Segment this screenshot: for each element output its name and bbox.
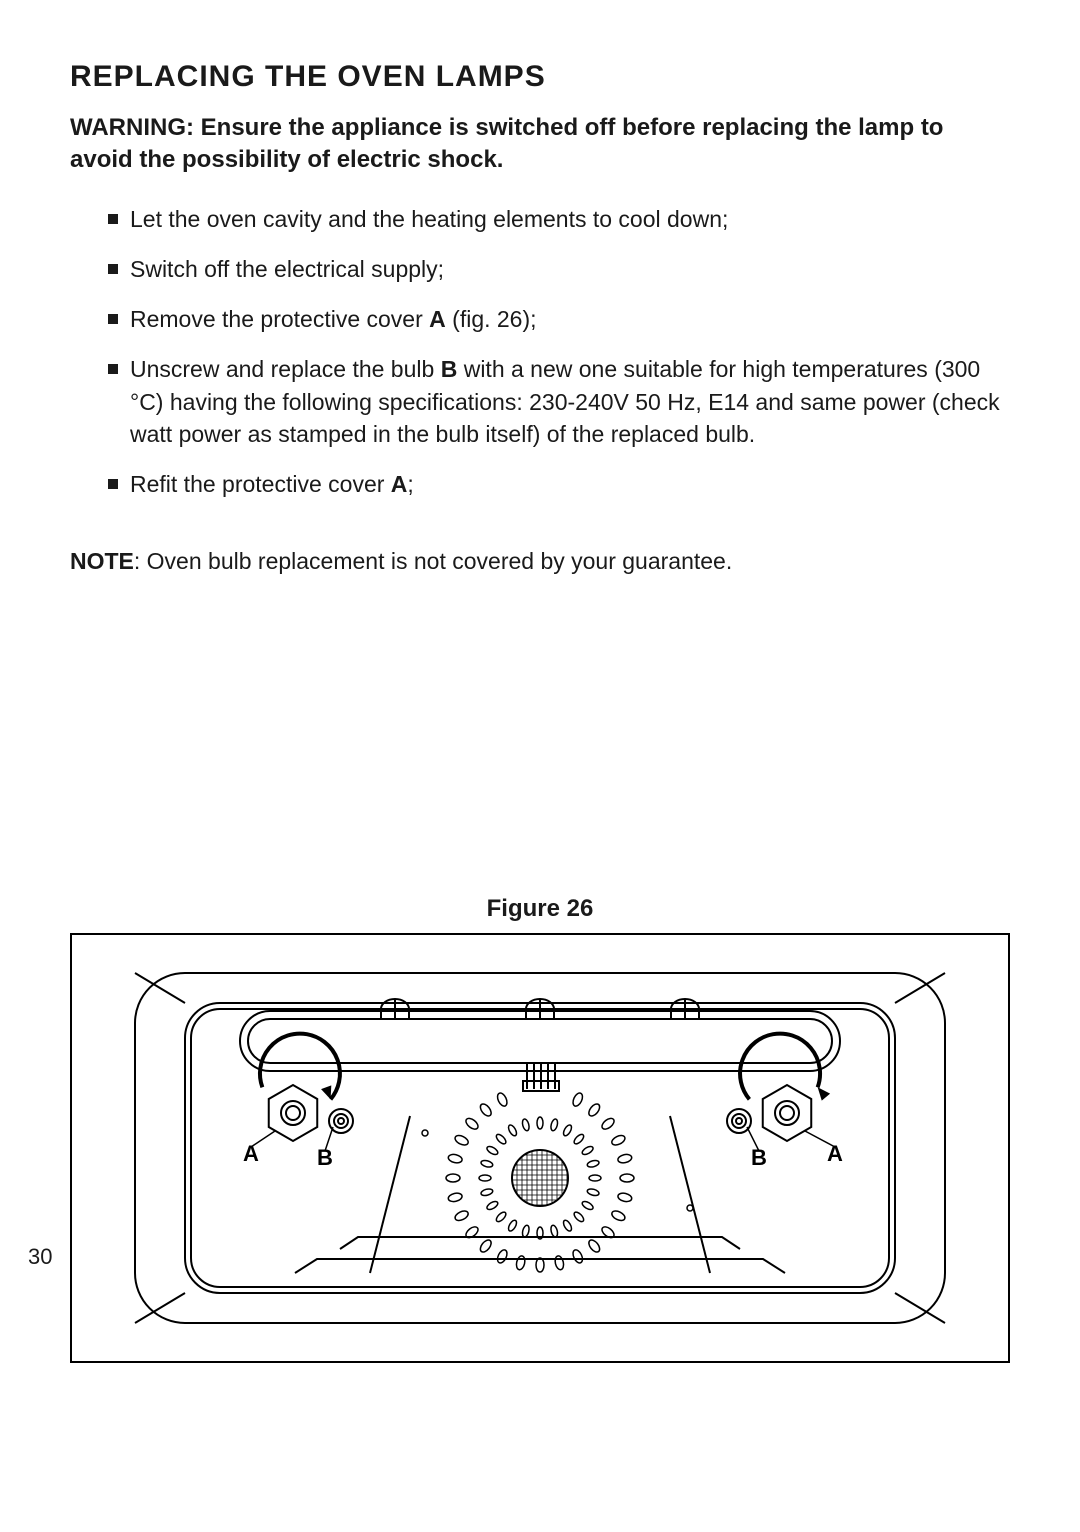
list-text: ;	[407, 471, 413, 497]
list-item: Refit the protective cover A;	[130, 468, 1010, 500]
list-text: Unscrew and replace the bulb	[130, 356, 441, 382]
list-item: Unscrew and replace the bulb B with a ne…	[130, 353, 1010, 450]
figure-container: ABBA	[70, 933, 1010, 1363]
page-heading: REPLACING THE OVEN LAMPS	[70, 60, 1010, 94]
note-label: NOTE	[70, 548, 134, 574]
page-number: 30	[28, 1244, 52, 1270]
list-text: Switch off the electrical supply;	[130, 256, 444, 282]
list-text: (fig. 26);	[446, 306, 537, 332]
instruction-list: Let the oven cavity and the heating elem…	[70, 203, 1010, 500]
label-ref: A	[429, 306, 446, 332]
list-text: Remove the protective cover	[130, 306, 429, 332]
svg-text:B: B	[317, 1145, 333, 1170]
svg-text:A: A	[243, 1141, 259, 1166]
label-ref: B	[441, 356, 458, 382]
warning-text: WARNING: Ensure the appliance is switche…	[70, 112, 1010, 177]
list-item: Remove the protective cover A (fig. 26);	[130, 303, 1010, 335]
list-item: Let the oven cavity and the heating elem…	[130, 203, 1010, 235]
oven-diagram: ABBA	[125, 953, 955, 1343]
svg-text:A: A	[827, 1141, 843, 1166]
figure-caption: Figure 26	[70, 895, 1010, 923]
list-text: Let the oven cavity and the heating elem…	[130, 206, 728, 232]
svg-text:B: B	[751, 1145, 767, 1170]
list-item: Switch off the electrical supply;	[130, 253, 1010, 285]
note-body: : Oven bulb replacement is not covered b…	[134, 548, 732, 574]
note-text: NOTE: Oven bulb replacement is not cover…	[70, 548, 1010, 575]
list-text: Refit the protective cover	[130, 471, 391, 497]
label-ref: A	[391, 471, 408, 497]
